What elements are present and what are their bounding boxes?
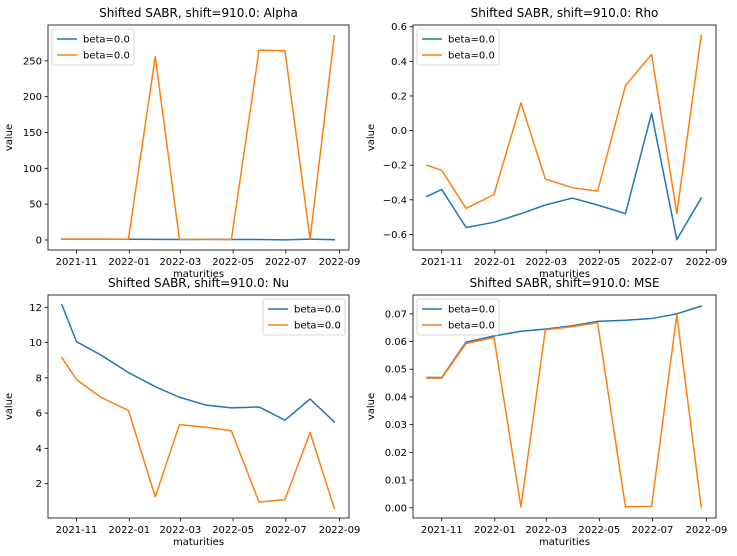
x-tick-label: 2022-09 <box>686 525 728 536</box>
x-tick-label: 2022-03 <box>525 257 567 268</box>
x-tick-label: 2022-03 <box>159 525 201 536</box>
y-tick-label: 6 <box>36 409 42 420</box>
chart-title: Shifted SABR, shift=910.0: Rho <box>471 6 659 20</box>
x-tick-label: 2022-09 <box>319 525 361 536</box>
x-tick-label: 2021-11 <box>56 257 98 268</box>
x-tick-label: 2022-01 <box>108 525 150 536</box>
legend-label: beta=0.0 <box>294 321 341 332</box>
series-line <box>426 313 703 508</box>
legend-label: beta=0.0 <box>448 321 495 332</box>
x-tick-label: 2022-07 <box>265 525 307 536</box>
series-line <box>425 112 703 241</box>
x-tick-label: 2022-09 <box>319 257 361 268</box>
y-tick-label: 0.0 <box>391 126 407 137</box>
y-tick-label: −0.2 <box>383 161 407 172</box>
legend-label: beta=0.0 <box>448 35 495 46</box>
legend: beta=0.0 beta=0.0 <box>51 28 135 66</box>
x-tick-label: 2022-07 <box>632 257 674 268</box>
y-axis-label: value <box>366 393 377 420</box>
x-tick-label: 2022-05 <box>578 525 620 536</box>
y-tick-label: 4 <box>36 444 42 455</box>
y-tick-label: 2 <box>36 479 42 490</box>
y-tick-label: 0.00 <box>385 503 407 514</box>
y-axis-label: value <box>4 124 15 151</box>
chart-title: Shifted SABR, shift=910.0: Alpha <box>99 6 298 20</box>
y-tick-label: 0.01 <box>385 476 407 487</box>
y-tick-label: 0.6 <box>391 22 407 33</box>
y-tick-label: 150 <box>23 128 42 139</box>
legend: beta=0.0 beta=0.0 <box>416 28 500 66</box>
series-line <box>60 356 336 510</box>
series-line <box>61 34 336 241</box>
legend: beta=0.0 beta=0.0 <box>416 298 500 336</box>
x-axis-label: maturities <box>173 537 224 548</box>
legend-box <box>416 28 500 66</box>
y-tick-label: 50 <box>29 200 42 211</box>
axes-frame <box>47 24 350 251</box>
y-tick-label: 12 <box>29 303 42 314</box>
x-tick-label: 2022-05 <box>212 525 254 536</box>
chart-title: Shifted SABR, shift=910.0: Nu <box>108 276 289 290</box>
axes-frame <box>47 294 350 519</box>
legend-label: beta=0.0 <box>448 305 495 316</box>
x-axis-label: maturities <box>539 269 590 280</box>
legend-label: beta=0.0 <box>83 35 130 46</box>
subplot: 2021-11 2022-01 2022-03 2022-05 2022-07 2022-… <box>366 6 727 280</box>
x-tick-label: 2022-01 <box>108 257 150 268</box>
legend-box <box>262 298 346 336</box>
y-tick-label: 0.2 <box>391 91 407 102</box>
series-line <box>425 34 703 215</box>
x-tick-label: 2021-11 <box>421 257 463 268</box>
y-axis-label: value <box>4 393 15 420</box>
y-tick-label: 8 <box>36 373 42 384</box>
x-axis-label: maturities <box>539 537 590 548</box>
y-tick-label: 0.06 <box>385 337 407 348</box>
x-tick-label: 2022-07 <box>632 525 674 536</box>
series-line <box>60 303 336 423</box>
x-tick-label: 2022-07 <box>265 257 307 268</box>
chart-title: Shifted SABR, shift=910.0: MSE <box>469 276 659 290</box>
legend-box <box>416 298 500 336</box>
x-tick-label: 2022-05 <box>578 257 620 268</box>
y-tick-label: 0.05 <box>385 365 407 376</box>
x-tick-label: 2022-05 <box>212 257 254 268</box>
y-tick-label: 0.4 <box>391 57 407 68</box>
subplot: 2021-11 2022-01 2022-03 2022-05 2022-07 2022-… <box>4 276 360 548</box>
axes-frame <box>412 24 717 251</box>
subplot: 2021-11 2022-01 2022-03 2022-05 2022-07 2022-… <box>366 276 727 548</box>
y-tick-label: 0.04 <box>385 392 407 403</box>
axes-frame <box>412 294 717 519</box>
x-tick-label: 2021-11 <box>421 525 463 536</box>
legend: beta=0.0 beta=0.0 <box>262 298 346 336</box>
y-tick-label: 200 <box>23 92 42 103</box>
legend-box <box>51 28 135 66</box>
y-tick-label: −0.6 <box>383 230 407 241</box>
y-tick-label: 0 <box>36 235 42 246</box>
y-tick-label: 10 <box>29 338 42 349</box>
x-tick-label: 2022-09 <box>686 257 728 268</box>
legend-label: beta=0.0 <box>294 305 341 316</box>
x-tick-label: 2022-01 <box>474 525 516 536</box>
y-tick-label: 0.02 <box>385 448 407 459</box>
y-tick-label: 100 <box>23 164 42 175</box>
x-tick-label: 2022-03 <box>159 257 201 268</box>
x-axis-label: maturities <box>173 269 224 280</box>
x-tick-label: 2021-11 <box>56 525 98 536</box>
x-tick-label: 2022-03 <box>525 525 567 536</box>
y-tick-label: −0.4 <box>383 195 407 206</box>
subplots: 2021-11 2022-01 2022-03 2022-05 2022-07 2022-… <box>4 6 727 548</box>
y-tick-label: 250 <box>23 56 42 67</box>
y-axis-label: value <box>366 124 377 151</box>
subplot: 2021-11 2022-01 2022-03 2022-05 2022-07 2022-… <box>4 6 360 280</box>
legend-label: beta=0.0 <box>448 51 495 62</box>
y-tick-label: 0.07 <box>385 309 407 320</box>
legend-label: beta=0.0 <box>83 51 130 62</box>
x-tick-label: 2022-01 <box>474 257 516 268</box>
y-tick-label: 0.03 <box>385 420 407 431</box>
